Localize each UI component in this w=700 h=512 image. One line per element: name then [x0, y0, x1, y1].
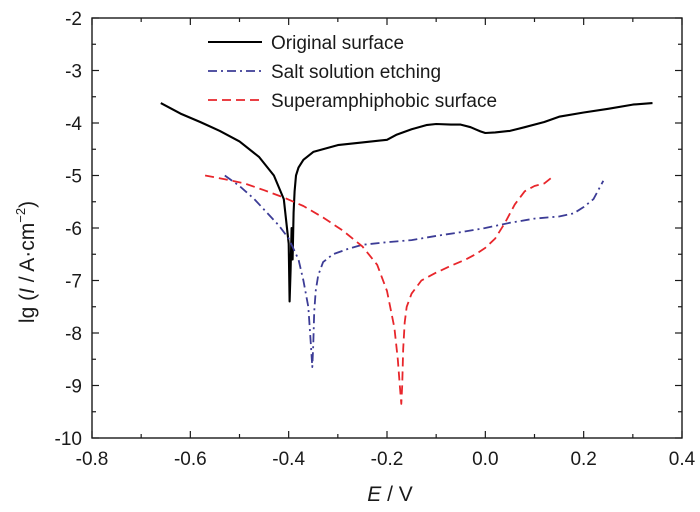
x-tick-label: -0.4 [272, 449, 305, 470]
x-axis-title: E / V [367, 483, 413, 506]
x-tick-label: -0.8 [76, 449, 109, 470]
y-tick-label: -8 [65, 324, 82, 345]
axis-tick-labels: -0.8 -0.6 -0.4 -0.2 0.0 0.2 0.4 -10 -9 -8 -7 -6 -5 -4… [55, 9, 696, 470]
legend-label-2: Superamphiphobic surface [271, 91, 497, 112]
y-tick-label: -9 [65, 377, 82, 398]
series-line-1 [224, 174, 605, 369]
y-axis-title: lg (I / A·cm−2) [13, 201, 39, 323]
x-tick-label: 0.2 [570, 449, 596, 470]
x-tick-label: 0.0 [472, 449, 498, 470]
axis-ticks [91, 17, 683, 439]
x-tick-label: -0.6 [174, 449, 207, 470]
legend-label-1: Salt solution etching [271, 62, 441, 83]
y-tick-label: -3 [65, 62, 82, 83]
series-line-0 [160, 102, 653, 303]
y-tick-label: -2 [65, 9, 82, 30]
y-tick-label: -7 [65, 272, 82, 293]
x-tick-label: -0.2 [371, 449, 404, 470]
chart-legend: Original surface Salt solution etching Sup… [208, 33, 497, 112]
x-tick-label: 0.4 [669, 449, 696, 470]
y-tick-label: -10 [55, 429, 82, 450]
legend-label-0: Original surface [271, 33, 404, 54]
y-tick-label: -4 [65, 114, 82, 135]
y-tick-label: -6 [65, 219, 82, 240]
y-tick-label: -5 [65, 167, 82, 188]
series-line-2 [204, 174, 555, 405]
plot-lines [160, 102, 653, 405]
